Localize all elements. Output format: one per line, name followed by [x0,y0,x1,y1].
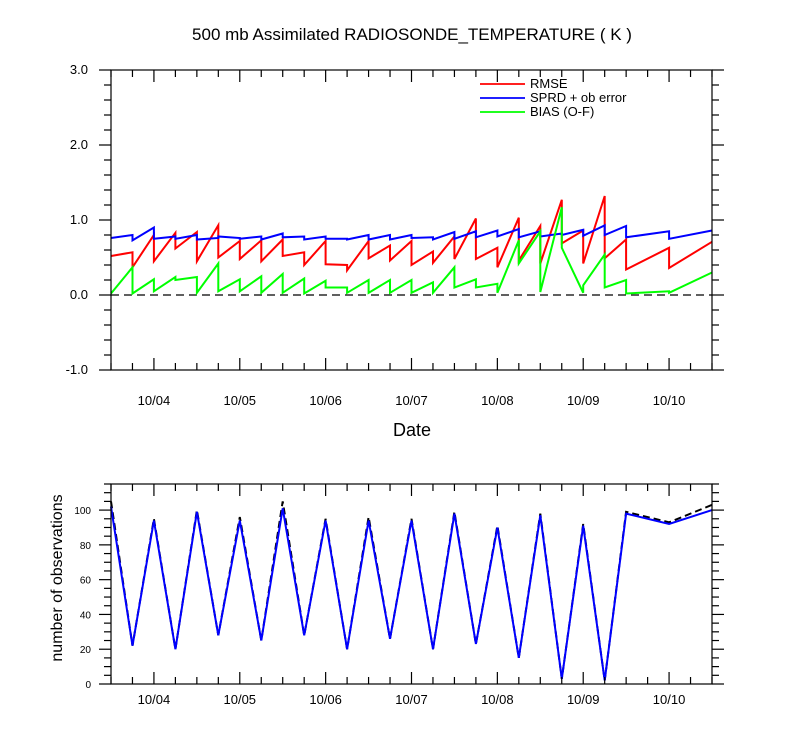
x-tick-label: 10/04 [138,692,171,707]
x-tick-label: 10/06 [309,393,342,408]
legend-label: BIAS (O-F) [530,104,594,119]
series-line-series-0 [111,501,712,680]
series-line-sprd-ob-error [111,225,712,240]
x-tick-label: 10/08 [481,393,514,408]
x-tick-label: 10/08 [481,692,514,707]
y-axis-label-observations: number of observations [49,494,66,661]
y-tick-label: 100 [74,506,91,517]
y-tick-label: 60 [80,576,92,587]
y-tick-label: 1.0 [70,212,88,227]
series-line-rmse [111,196,712,270]
y-tick-label: -1.0 [66,362,88,377]
x-tick-label: 10/10 [653,393,686,408]
y-tick-label: 80 [80,541,92,552]
x-tick-label: 10/09 [567,692,600,707]
y-tick-label: 40 [80,610,92,621]
chart-title: 500 mb Assimilated RADIOSONDE_TEMPERATUR… [192,25,632,44]
series-line-series-1 [111,507,712,681]
x-tick-label: 10/09 [567,393,600,408]
x-tick-label: 10/04 [138,393,171,408]
x-tick-label: 10/07 [395,393,428,408]
x-tick-label: 10/05 [224,393,257,408]
x-axis-label: Date [393,420,431,440]
top-plot-frame [111,70,712,370]
y-tick-label: 2.0 [70,137,88,152]
y-tick-label: 0.0 [70,287,88,302]
y-tick-label: 20 [80,645,92,656]
x-tick-label: 10/07 [395,692,428,707]
x-tick-label: 10/05 [224,692,257,707]
x-tick-label: 10/10 [653,692,686,707]
legend-label: RMSE [530,76,568,91]
y-tick-label: 0 [85,680,91,691]
bottom-plot-frame [111,484,712,684]
legend-label: SPRD + ob error [530,90,627,105]
y-tick-label: 3.0 [70,62,88,77]
x-tick-label: 10/06 [309,692,342,707]
